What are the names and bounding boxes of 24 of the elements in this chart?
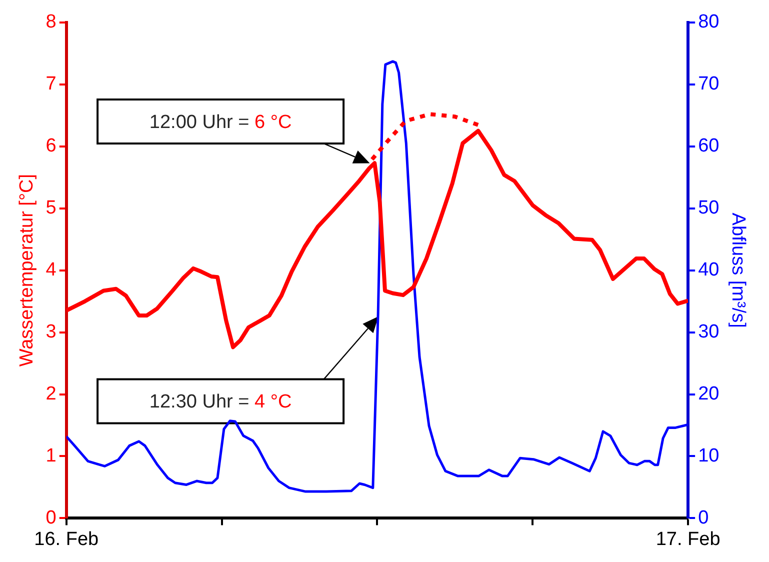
- y2-tick-label: 20: [698, 383, 720, 404]
- y-tick-label: 1: [46, 445, 56, 466]
- y2-tick-label: 80: [698, 12, 720, 33]
- y-tick-label: 2: [46, 383, 56, 404]
- y-tick-label: 6: [46, 136, 56, 157]
- y2-tick-label: 70: [698, 74, 720, 95]
- y-axis-title: Wassertemperatur [°C]: [16, 174, 38, 367]
- y2-tick-label: 50: [698, 198, 720, 219]
- y-tick-label: 0: [46, 507, 56, 528]
- y-tick-label: 3: [46, 322, 56, 343]
- y2-tick-label: 30: [698, 322, 720, 343]
- x-tick-label: 16. Feb: [34, 528, 99, 550]
- y-tick-label: 4: [46, 260, 57, 281]
- x-tick-label: 17. Feb: [656, 528, 720, 550]
- y2-tick-label: 10: [698, 445, 720, 466]
- y2-tick-label: 60: [698, 136, 720, 157]
- annotation: 12:00 Uhr = 6 °C: [149, 112, 292, 133]
- y-tick-label: 5: [46, 198, 56, 219]
- annotation: 12:30 Uhr = 4 °C: [149, 391, 292, 412]
- y2-tick-label: 0: [698, 507, 709, 528]
- y-tick-label: 8: [46, 12, 56, 33]
- y2-tick-label: 40: [698, 260, 720, 281]
- y-tick-label: 7: [46, 74, 56, 95]
- y2-axis-title: Abfluss [m³/s]: [727, 212, 748, 328]
